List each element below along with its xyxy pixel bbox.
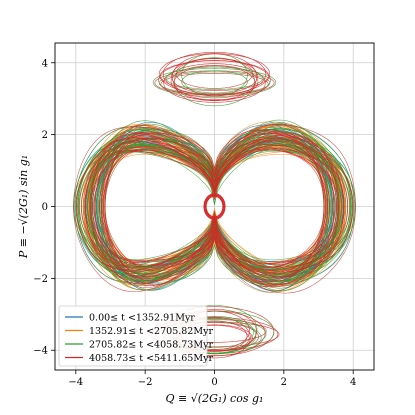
legend-label: 1352.91≤ t <2705.82Myr bbox=[89, 326, 213, 337]
trajectory-curve bbox=[75, 135, 354, 274]
central-loop-curve bbox=[205, 196, 224, 217]
y-tick-label: 0 bbox=[42, 202, 48, 213]
legend-label: 0.00≤ t <1352.91Myr bbox=[89, 313, 195, 324]
trajectory-curve bbox=[76, 136, 353, 272]
central-loop-curve bbox=[204, 194, 225, 219]
island-curve bbox=[159, 60, 270, 92]
x-tick-label: −4 bbox=[68, 377, 83, 388]
y-tick-label: 2 bbox=[42, 130, 48, 141]
central-loop-curve bbox=[205, 195, 224, 218]
trajectory-curve bbox=[101, 133, 328, 287]
trajectory-curve bbox=[95, 124, 334, 286]
island-curve bbox=[171, 53, 258, 101]
island-curve bbox=[162, 52, 267, 96]
central-loop-curve bbox=[203, 193, 226, 220]
trajectory-curve bbox=[81, 148, 348, 265]
island-curve bbox=[171, 58, 258, 95]
trajectory-curve bbox=[94, 132, 335, 281]
trajectory-curve bbox=[91, 149, 338, 265]
x-axis-label: Q ≡ √(2G₁) cos g₁ bbox=[166, 392, 264, 405]
legend-label: 4058.73≤ t <5411.65Myr bbox=[89, 353, 213, 364]
y-tick-label: 4 bbox=[42, 58, 48, 69]
central-loop-curve bbox=[203, 193, 226, 220]
island-curve bbox=[160, 72, 269, 96]
legend: 0.00≤ t <1352.91Myr 1352.91≤ t <2705.82My… bbox=[58, 305, 213, 367]
trajectory-curve bbox=[90, 130, 339, 289]
x-tick-label: 2 bbox=[281, 377, 287, 388]
trajectory-curve bbox=[93, 144, 336, 270]
trajectory-curve bbox=[84, 139, 345, 268]
axis-ticks: −4 −2 0 2 4 −4 −2 0 2 4 bbox=[33, 58, 356, 388]
legend-box bbox=[58, 305, 208, 367]
island-curve bbox=[158, 71, 271, 95]
trajectory-curve bbox=[73, 124, 356, 294]
x-tick-label: 4 bbox=[350, 377, 356, 388]
island-curve bbox=[170, 65, 259, 99]
trajectory-curve bbox=[104, 129, 325, 288]
trajectory-curve bbox=[99, 129, 330, 282]
island-curve bbox=[165, 66, 264, 90]
island-curve bbox=[163, 63, 266, 103]
y-tick-label: −2 bbox=[33, 274, 48, 285]
legend-label: 2705.82≤ t <4058.73Myr bbox=[89, 340, 213, 351]
x-tick-label: 0 bbox=[211, 377, 217, 388]
y-tick-label: −4 bbox=[33, 346, 48, 357]
x-tick-label: −2 bbox=[138, 377, 153, 388]
central-loop-curve bbox=[204, 194, 225, 219]
trajectory-curve bbox=[84, 134, 345, 273]
y-axis-label: P ≡ −√(2G₁) sin g₁ bbox=[17, 155, 30, 259]
trajectory-curve bbox=[79, 139, 350, 271]
trajectory-curve bbox=[92, 140, 337, 278]
